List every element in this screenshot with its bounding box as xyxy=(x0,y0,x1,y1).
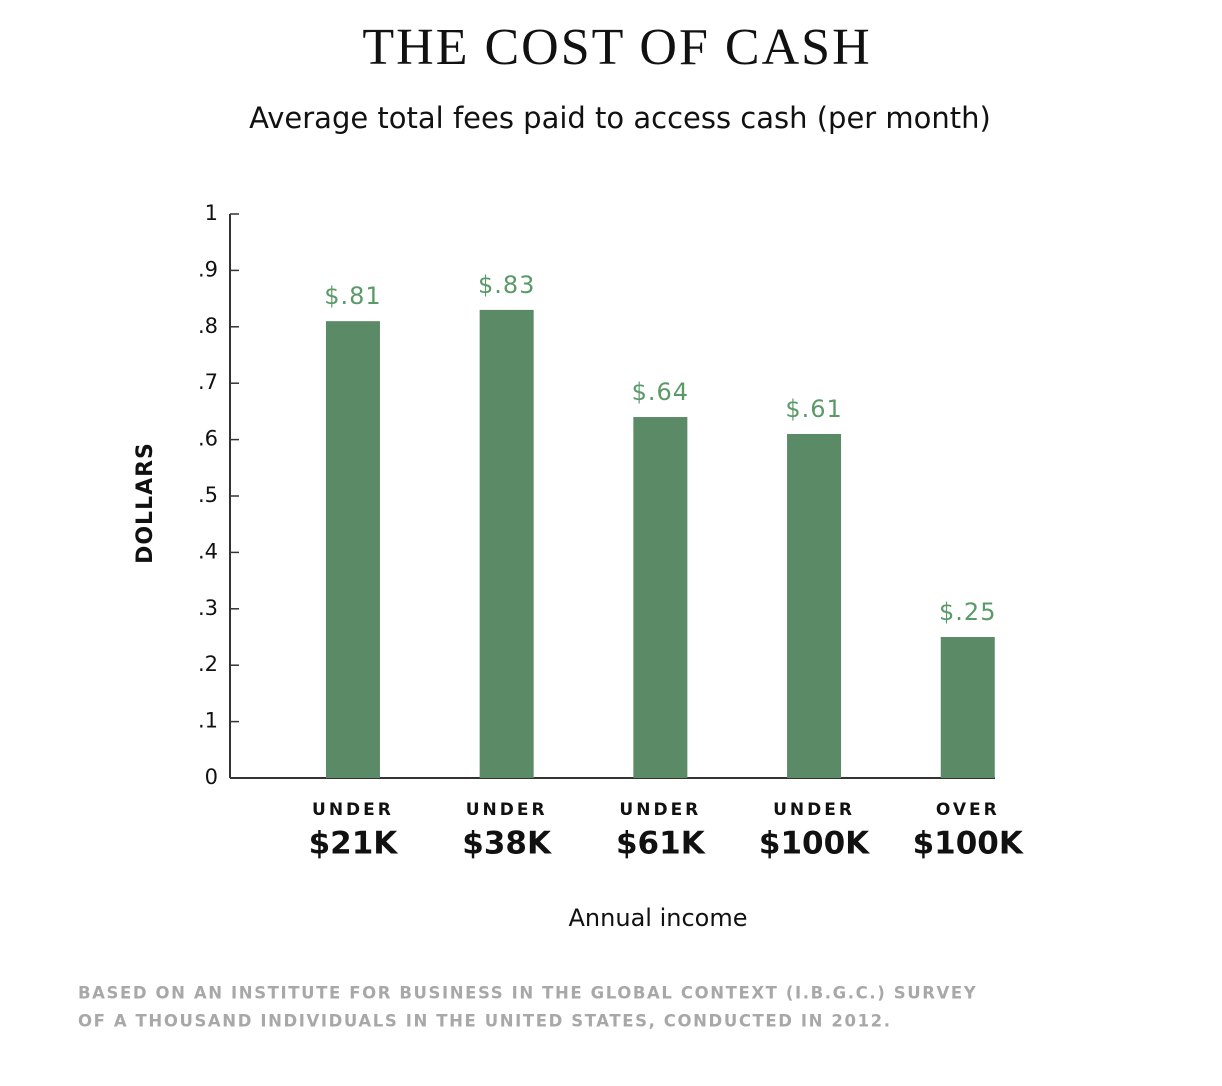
x-tick-label: UNDER xyxy=(312,800,394,820)
bar xyxy=(787,433,842,778)
x-tick-label: $100K xyxy=(913,826,1024,862)
x-tick-label: UNDER xyxy=(619,800,701,820)
x-tick-label: $61K xyxy=(616,826,706,862)
value-label: $.83 xyxy=(478,271,535,299)
y-axis-label: DOLLARS xyxy=(133,442,158,564)
bar xyxy=(940,637,995,778)
bar xyxy=(479,309,534,778)
y-tick-label: 0 xyxy=(205,765,218,789)
value-label: $.25 xyxy=(939,598,996,626)
y-tick-label: .5 xyxy=(198,483,218,507)
footnote: OF A THOUSAND INDIVIDUALS IN THE UNITED … xyxy=(78,1012,892,1031)
x-tick-label: OVER xyxy=(936,800,1000,820)
x-axis-label: Annual income xyxy=(569,904,748,932)
x-tick-label: $21K xyxy=(309,826,399,862)
y-tick-label: .2 xyxy=(198,652,218,676)
value-label: $.81 xyxy=(324,282,381,310)
y-tick-label: .4 xyxy=(198,539,218,563)
value-label: $.61 xyxy=(785,395,842,423)
footnote: BASED ON AN INSTITUTE FOR BUSINESS IN TH… xyxy=(78,984,977,1003)
y-tick-label: .1 xyxy=(198,709,218,733)
bar xyxy=(325,321,380,778)
x-tick-label: $100K xyxy=(759,826,870,862)
y-tick-label: .3 xyxy=(198,596,218,620)
y-tick-label: .9 xyxy=(198,257,218,281)
chart-subtitle: Average total fees paid to access cash (… xyxy=(249,101,991,135)
y-tick-label: .8 xyxy=(198,314,218,338)
value-label: $.64 xyxy=(632,378,689,406)
x-tick-label: UNDER xyxy=(773,800,855,820)
y-tick-label: .6 xyxy=(198,427,218,451)
chart-title: THE COST OF CASH xyxy=(362,19,871,76)
x-tick-label: UNDER xyxy=(466,800,548,820)
x-tick-label: $38K xyxy=(462,826,552,862)
y-tick-label: .7 xyxy=(198,370,218,394)
bar xyxy=(633,417,688,778)
y-tick-label: 1 xyxy=(205,201,218,225)
